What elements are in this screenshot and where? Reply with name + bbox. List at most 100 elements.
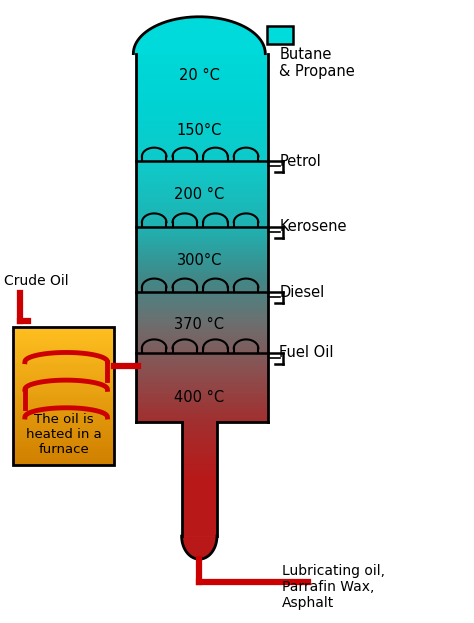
Bar bbox=[136, 330, 268, 331]
Bar bbox=[136, 312, 268, 313]
Bar bbox=[136, 320, 268, 321]
Bar bbox=[182, 484, 217, 485]
Bar bbox=[13, 362, 115, 364]
Bar bbox=[13, 401, 115, 403]
Bar bbox=[136, 78, 268, 79]
Bar bbox=[182, 455, 217, 457]
Bar bbox=[136, 325, 268, 326]
Bar bbox=[136, 83, 268, 85]
Bar bbox=[136, 195, 268, 196]
Bar bbox=[182, 460, 217, 461]
Bar bbox=[13, 394, 115, 396]
Bar bbox=[136, 353, 268, 354]
Bar bbox=[136, 264, 268, 265]
Bar bbox=[13, 331, 115, 334]
Bar bbox=[182, 477, 217, 478]
Bar bbox=[136, 162, 268, 163]
Bar bbox=[136, 172, 268, 173]
Bar bbox=[13, 408, 115, 410]
Bar bbox=[136, 416, 268, 417]
Bar bbox=[136, 336, 268, 337]
Bar bbox=[13, 330, 115, 331]
Bar bbox=[136, 256, 268, 257]
Bar bbox=[13, 376, 115, 378]
Bar bbox=[13, 440, 115, 442]
Bar bbox=[182, 434, 217, 435]
Bar bbox=[136, 269, 268, 270]
Bar bbox=[136, 161, 268, 162]
Bar bbox=[136, 303, 268, 305]
Bar bbox=[136, 135, 268, 136]
Bar bbox=[13, 387, 115, 389]
Bar bbox=[136, 287, 268, 288]
Bar bbox=[182, 466, 217, 467]
Bar bbox=[136, 369, 268, 371]
Bar bbox=[182, 490, 217, 492]
Bar bbox=[13, 463, 115, 465]
Bar bbox=[136, 349, 268, 350]
Bar bbox=[13, 417, 115, 419]
Bar bbox=[182, 482, 217, 483]
Bar bbox=[136, 383, 268, 384]
Bar bbox=[136, 68, 268, 69]
Bar bbox=[136, 183, 268, 184]
Bar bbox=[136, 242, 268, 243]
Bar bbox=[182, 423, 217, 424]
Bar bbox=[136, 128, 268, 130]
Bar bbox=[136, 279, 268, 280]
Bar bbox=[136, 340, 268, 341]
Text: 200 °C: 200 °C bbox=[174, 188, 224, 202]
Bar bbox=[136, 189, 268, 190]
Bar bbox=[136, 399, 268, 400]
Bar bbox=[182, 516, 217, 517]
Bar bbox=[182, 513, 217, 515]
Bar bbox=[136, 177, 268, 178]
Bar bbox=[136, 237, 268, 238]
Bar bbox=[136, 159, 268, 161]
Bar bbox=[136, 310, 268, 312]
Bar bbox=[136, 343, 268, 345]
Bar bbox=[136, 156, 268, 158]
Bar bbox=[136, 367, 268, 368]
Bar bbox=[136, 341, 268, 342]
Bar bbox=[136, 306, 268, 307]
Bar bbox=[13, 431, 115, 433]
Bar bbox=[13, 359, 115, 362]
Bar bbox=[182, 498, 217, 500]
Bar bbox=[13, 424, 115, 426]
Bar bbox=[182, 503, 217, 505]
Bar bbox=[136, 364, 268, 365]
Bar bbox=[136, 244, 268, 245]
Bar bbox=[13, 353, 115, 354]
Bar bbox=[136, 394, 268, 395]
Bar bbox=[13, 373, 115, 376]
Bar bbox=[182, 473, 217, 475]
Bar bbox=[136, 61, 268, 62]
Bar bbox=[136, 289, 268, 290]
Bar bbox=[136, 255, 268, 256]
Bar bbox=[182, 450, 217, 452]
Bar bbox=[136, 88, 268, 90]
Bar bbox=[136, 126, 268, 127]
Bar bbox=[136, 211, 268, 212]
Bar bbox=[182, 461, 217, 462]
Bar bbox=[136, 67, 268, 68]
Bar bbox=[136, 86, 268, 87]
Bar bbox=[136, 65, 268, 67]
Bar bbox=[136, 419, 268, 421]
Bar bbox=[136, 191, 268, 193]
Bar bbox=[136, 316, 268, 318]
Text: 300°C: 300°C bbox=[177, 253, 222, 269]
Bar bbox=[136, 59, 268, 60]
Bar bbox=[136, 338, 268, 340]
Bar bbox=[182, 487, 217, 488]
Bar bbox=[13, 366, 115, 369]
Text: Kerosene: Kerosene bbox=[279, 219, 347, 234]
Bar bbox=[136, 298, 268, 300]
Text: The oil is
heated in a
furnace: The oil is heated in a furnace bbox=[26, 414, 102, 457]
Bar bbox=[136, 77, 268, 78]
Bar bbox=[136, 396, 268, 397]
Bar bbox=[136, 371, 268, 372]
Bar bbox=[136, 391, 268, 392]
Bar bbox=[182, 465, 217, 466]
